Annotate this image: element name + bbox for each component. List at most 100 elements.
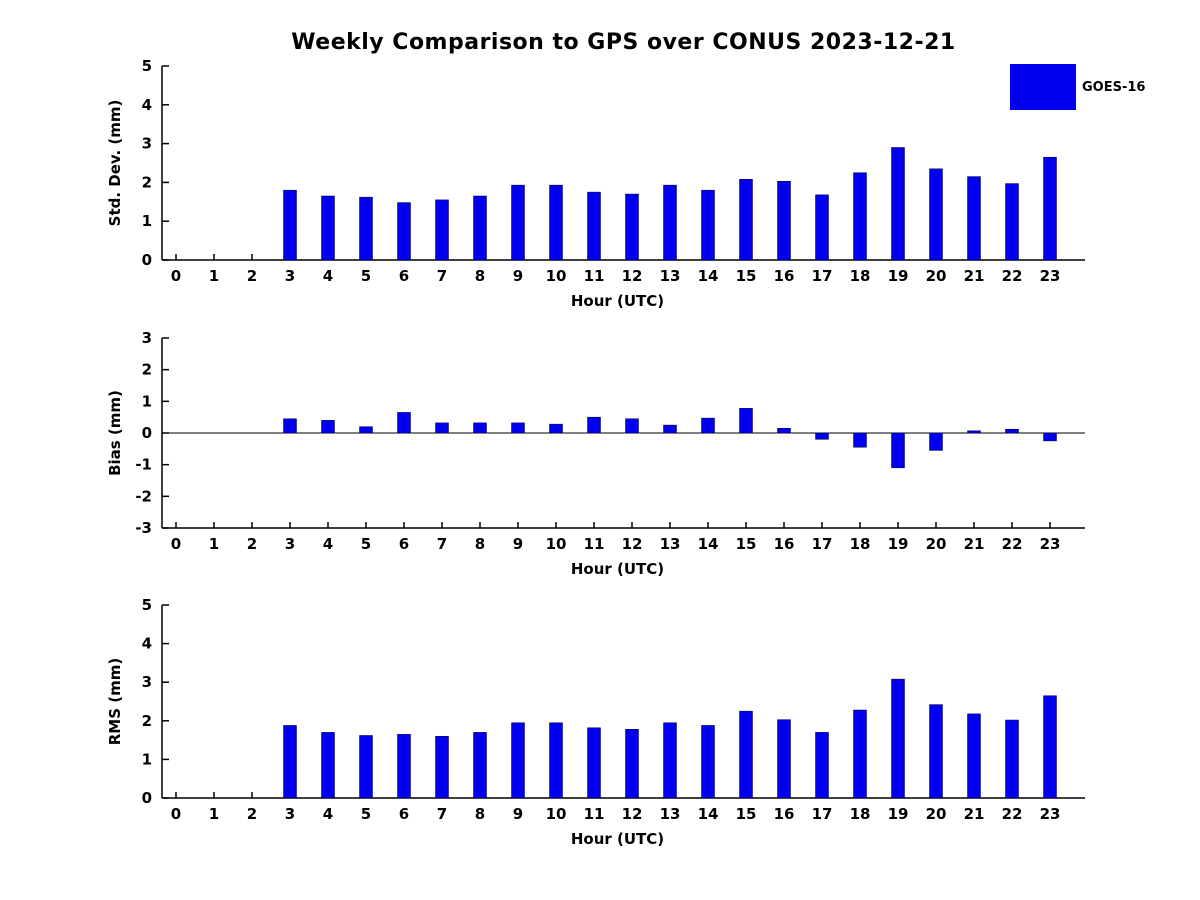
x-tick-label: 4 [323, 805, 333, 823]
bar-hour-12 [625, 193, 639, 261]
x-tick-label: 7 [437, 267, 447, 285]
bar-hour-16 [777, 180, 791, 261]
bar-hour-16 [777, 428, 791, 434]
bar-hour-19 [891, 147, 905, 261]
x-tick-label: 10 [546, 535, 567, 553]
bar-hour-7 [435, 199, 449, 261]
bar-hour-21 [967, 713, 981, 799]
y-tick-label: 3 [142, 673, 152, 691]
bar-hour-9 [511, 722, 525, 799]
bar-hour-4 [321, 195, 335, 261]
x-tick-label: 2 [247, 805, 257, 823]
y-tick-label: 4 [142, 635, 152, 653]
bar-hour-6 [397, 734, 411, 799]
y-tick-label: -3 [135, 519, 152, 537]
bar-hour-8 [473, 732, 487, 799]
bar-hour-9 [511, 422, 525, 434]
bar-hour-20 [929, 432, 943, 451]
legend-swatch-goes16 [1010, 64, 1076, 110]
x-tick-label: 0 [171, 805, 181, 823]
x-axis-label: Hour (UTC) [571, 830, 664, 848]
bar-hour-18 [853, 709, 867, 799]
x-tick-label: 20 [926, 535, 947, 553]
x-tick-label: 19 [888, 805, 909, 823]
bar-hour-6 [397, 202, 411, 261]
legend: GOES-16 [1010, 64, 1145, 110]
x-tick-label: 1 [209, 535, 219, 553]
bar-hour-17 [815, 732, 829, 799]
bar-hour-5 [359, 426, 373, 434]
y-tick-label: 3 [142, 329, 152, 347]
bar-hour-20 [929, 704, 943, 799]
y-tick-label: 5 [142, 57, 152, 75]
x-tick-label: 5 [361, 805, 371, 823]
bar-hour-13 [663, 184, 677, 261]
bar-hour-14 [701, 725, 715, 799]
y-tick-label: 0 [142, 789, 152, 807]
x-tick-label: 3 [285, 805, 295, 823]
x-tick-label: 18 [850, 267, 871, 285]
bar-hour-14 [701, 189, 715, 261]
bar-hour-19 [891, 678, 905, 799]
bar-hour-23 [1043, 432, 1057, 442]
bar-hour-10 [549, 722, 563, 799]
x-tick-label: 10 [546, 267, 567, 285]
bar-hour-18 [853, 432, 867, 448]
x-tick-label: 12 [622, 535, 643, 553]
x-tick-label: 23 [1040, 535, 1061, 553]
bar-hour-15 [739, 408, 753, 434]
x-tick-label: 11 [584, 805, 605, 823]
bar-hour-16 [777, 719, 791, 799]
x-tick-label: 23 [1040, 805, 1061, 823]
bar-hour-10 [549, 423, 563, 434]
x-tick-label: 2 [247, 267, 257, 285]
x-tick-label: 6 [399, 535, 409, 553]
bar-hour-19 [891, 432, 905, 469]
chart-title: Weekly Comparison to GPS over CONUS 2023… [291, 30, 956, 55]
y-tick-label: 2 [142, 712, 152, 730]
x-tick-label: 17 [812, 805, 833, 823]
bar-hour-3 [283, 189, 297, 261]
bar-hour-3 [283, 418, 297, 434]
x-tick-label: 13 [660, 535, 681, 553]
bar-hour-12 [625, 418, 639, 434]
bar-hour-11 [587, 727, 601, 799]
y-tick-label: -1 [135, 456, 152, 474]
y-axis-label: Std. Dev. (mm) [106, 100, 124, 227]
bar-hour-22 [1005, 183, 1019, 261]
x-tick-label: 13 [660, 267, 681, 285]
x-tick-label: 18 [850, 805, 871, 823]
x-tick-label: 22 [1002, 805, 1023, 823]
y-tick-label: 5 [142, 596, 152, 614]
x-tick-label: 9 [513, 805, 523, 823]
x-tick-label: 5 [361, 267, 371, 285]
y-tick-label: 1 [142, 392, 152, 410]
bar-hour-17 [815, 432, 829, 440]
x-tick-label: 13 [660, 805, 681, 823]
x-tick-label: 14 [698, 267, 719, 285]
y-axis-label: RMS (mm) [106, 658, 124, 745]
bar-hour-14 [701, 417, 715, 434]
bar-hour-10 [549, 184, 563, 261]
y-tick-label: 4 [142, 96, 152, 114]
x-tick-label: 5 [361, 535, 371, 553]
x-tick-label: 17 [812, 267, 833, 285]
y-tick-label: 1 [142, 750, 152, 768]
bar-hour-13 [663, 424, 677, 434]
x-tick-label: 22 [1002, 535, 1023, 553]
x-tick-label: 7 [437, 535, 447, 553]
x-tick-label: 8 [475, 805, 485, 823]
bar-hour-12 [625, 729, 639, 799]
bar-hour-4 [321, 420, 335, 434]
x-tick-label: 1 [209, 267, 219, 285]
x-tick-label: 18 [850, 535, 871, 553]
x-tick-label: 11 [584, 267, 605, 285]
x-tick-label: 6 [399, 805, 409, 823]
x-tick-label: 12 [622, 267, 643, 285]
y-tick-label: 2 [142, 361, 152, 379]
